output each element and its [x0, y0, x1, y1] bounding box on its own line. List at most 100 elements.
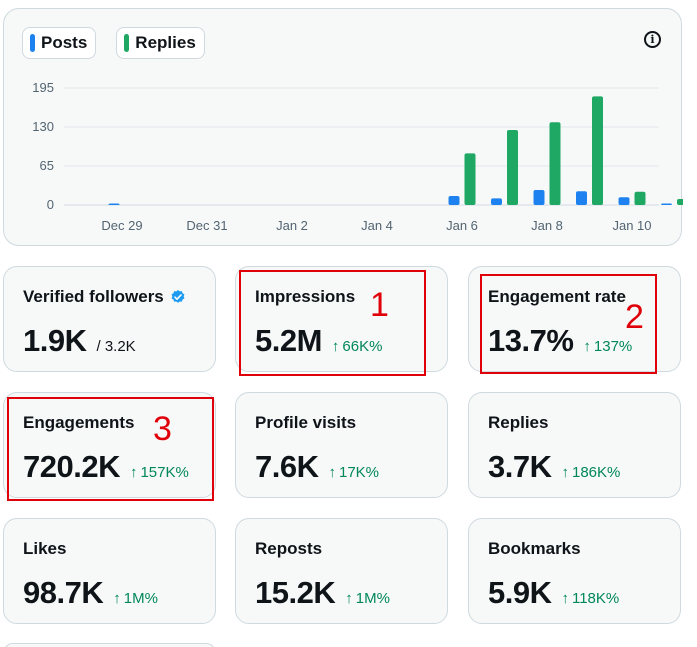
x-tick-label: Dec 29 [101, 218, 142, 233]
info-icon[interactable]: i [644, 31, 661, 48]
legend-posts[interactable]: Posts [22, 27, 97, 59]
metric-card-bookmarks[interactable]: Bookmarks 5.9K ↑ 118K% [468, 518, 681, 624]
bar-posts-jan-10[interactable] [618, 197, 630, 205]
metric-delta-value: 186K% [571, 464, 621, 481]
metric-value: 5.9K [488, 575, 552, 610]
y-tick-label: 195 [32, 80, 54, 95]
bar-replies-jan-9[interactable] [592, 96, 603, 205]
legend-posts-label: Posts [41, 33, 88, 52]
x-tick-label: Jan 10 [612, 218, 651, 233]
bar-chart: 0 65 130 195 Dec 29 Dec 31 Jan 2 Jan 4 Jan 6 Jan … [32, 80, 683, 233]
y-tick-label: 0 [47, 197, 54, 212]
bar-posts-jan-7[interactable] [491, 198, 502, 205]
metric-delta: ↑ 66K% [332, 338, 383, 355]
metric-label: Replies [488, 413, 549, 432]
metric-value-row: 1.9K / 3.2K [23, 323, 136, 359]
metric-delta: ↑ 1M% [345, 590, 390, 607]
legend-replies[interactable]: Replies [116, 27, 205, 59]
metric-card-partial[interactable] [3, 643, 216, 647]
arrow-up-icon: ↑ [129, 464, 138, 481]
bar-posts-jan-6[interactable] [448, 196, 460, 205]
arrow-up-icon: ↑ [583, 338, 591, 355]
metric-delta: ↑ 17K% [328, 464, 379, 481]
arrow-up-icon: ↑ [561, 464, 569, 481]
metric-card-replies[interactable]: Replies 3.7K ↑ 186K% [468, 392, 681, 498]
metric-delta-value: 157K% [140, 464, 189, 481]
verified-badge-icon [171, 290, 185, 303]
metric-delta: ↑ 1M% [113, 590, 158, 607]
x-tick-label: Jan 4 [361, 218, 393, 233]
metric-delta-value: 137% [593, 338, 633, 355]
x-tick-label: Jan 6 [446, 218, 478, 233]
metric-card-engagement-rate[interactable]: Engagement rate 13.7% ↑ 137% [468, 266, 681, 372]
metric-label: Profile visits [255, 413, 357, 432]
annotation-box-2 [480, 274, 657, 374]
metric-label: Engagements [23, 413, 135, 432]
metric-value-row: 7.6K ↑ 17K% [255, 449, 379, 485]
metric-card-impressions[interactable]: Impressions 5.2M ↑ 66K% [235, 266, 448, 372]
chart-legend: Posts Replies [22, 27, 205, 59]
metric-value-row: 5.2M ↑ 66K% [255, 323, 382, 359]
metric-delta: ↑ 118K% [561, 590, 619, 607]
bar-replies-jan-6[interactable] [464, 153, 476, 205]
metric-value-row: 15.2K ↑ 1M% [255, 575, 390, 611]
metric-value-row: 13.7% ↑ 137% [488, 323, 632, 359]
metric-value: 7.6K [255, 449, 319, 484]
annotation-box-3 [7, 397, 214, 501]
metric-card-reposts[interactable]: Reposts 15.2K ↑ 1M% [235, 518, 448, 624]
metric-card-likes[interactable]: Likes 98.7K ↑ 1M% [3, 518, 216, 624]
metric-value-row: 3.7K ↑ 186K% [488, 449, 620, 485]
metric-total: / 3.2K [96, 338, 136, 355]
bar-replies-jan-7[interactable] [507, 130, 518, 205]
metric-delta-value: 118K% [571, 590, 620, 607]
annotation-number-1: 1 [370, 286, 389, 324]
x-tick-label: Jan 2 [276, 218, 308, 233]
metric-value: 3.7K [488, 449, 552, 484]
arrow-up-icon: ↑ [328, 464, 336, 481]
metric-value-row: 5.9K ↑ 118K% [488, 575, 619, 611]
arrow-up-icon: ↑ [561, 590, 569, 607]
bar-replies-jan-8[interactable] [549, 122, 561, 205]
metric-card-engagements[interactable]: Engagements 720.2K ↑ 157K% [3, 392, 216, 498]
metric-delta-value: 66K% [342, 338, 383, 355]
metric-value: 13.7% [488, 323, 574, 358]
bar-posts-jan-8[interactable] [533, 190, 545, 205]
y-tick-label: 130 [32, 119, 54, 134]
metric-delta-value: 17K% [338, 464, 380, 481]
annotation-box-1 [239, 270, 426, 376]
arrow-up-icon: ↑ [345, 590, 353, 607]
bar-posts-jan-11[interactable] [661, 203, 672, 206]
annotation-number-2: 2 [625, 298, 644, 336]
x-tick-label: Jan 8 [531, 218, 563, 233]
metric-delta: ↑ 137% [583, 338, 632, 355]
legend-replies-swatch [124, 34, 130, 52]
annotation-number-3: 3 [153, 410, 172, 448]
arrow-up-icon: ↑ [331, 338, 340, 355]
metric-label-text: Verified followers [23, 287, 164, 306]
bar-replies-jan-11[interactable] [677, 199, 683, 205]
x-tick-label: Dec 31 [186, 218, 227, 233]
bar-replies-jan-10[interactable] [634, 191, 646, 205]
metric-value: 720.2K [23, 449, 120, 484]
metric-delta: ↑ 157K% [130, 464, 189, 481]
bar-posts-dec-29[interactable] [108, 203, 120, 206]
metric-value: 98.7K [23, 575, 104, 610]
metric-delta-value: 1M% [355, 590, 390, 607]
metric-value: 1.9K [23, 323, 87, 358]
chart-card: 0 65 130 195 Dec 29 Dec 31 Jan 2 Jan 4 Jan 6 Jan … [3, 8, 683, 246]
metric-label-verified-followers: Verified followers [23, 287, 186, 307]
metric-label: Reposts [255, 539, 323, 558]
legend-posts-swatch [30, 34, 35, 52]
metric-label: Bookmarks [488, 539, 581, 558]
y-tick-label: 65 [40, 158, 54, 173]
metric-label: Engagement rate [488, 287, 626, 306]
metric-value-row: 98.7K ↑ 1M% [23, 575, 158, 611]
metric-delta: ↑ 186K% [561, 464, 620, 481]
metric-card-verified-followers[interactable]: Verified followers 1.9K / 3.2K [3, 266, 216, 372]
metric-card-profile-visits[interactable]: Profile visits 7.6K ↑ 17K% [235, 392, 448, 498]
metric-value: 5.2M [255, 323, 322, 358]
metric-value-row: 720.2K ↑ 157K% [23, 449, 189, 485]
bar-posts-jan-9[interactable] [576, 191, 587, 205]
metric-delta-value: 1M% [123, 590, 158, 607]
legend-replies-label: Replies [135, 33, 196, 52]
